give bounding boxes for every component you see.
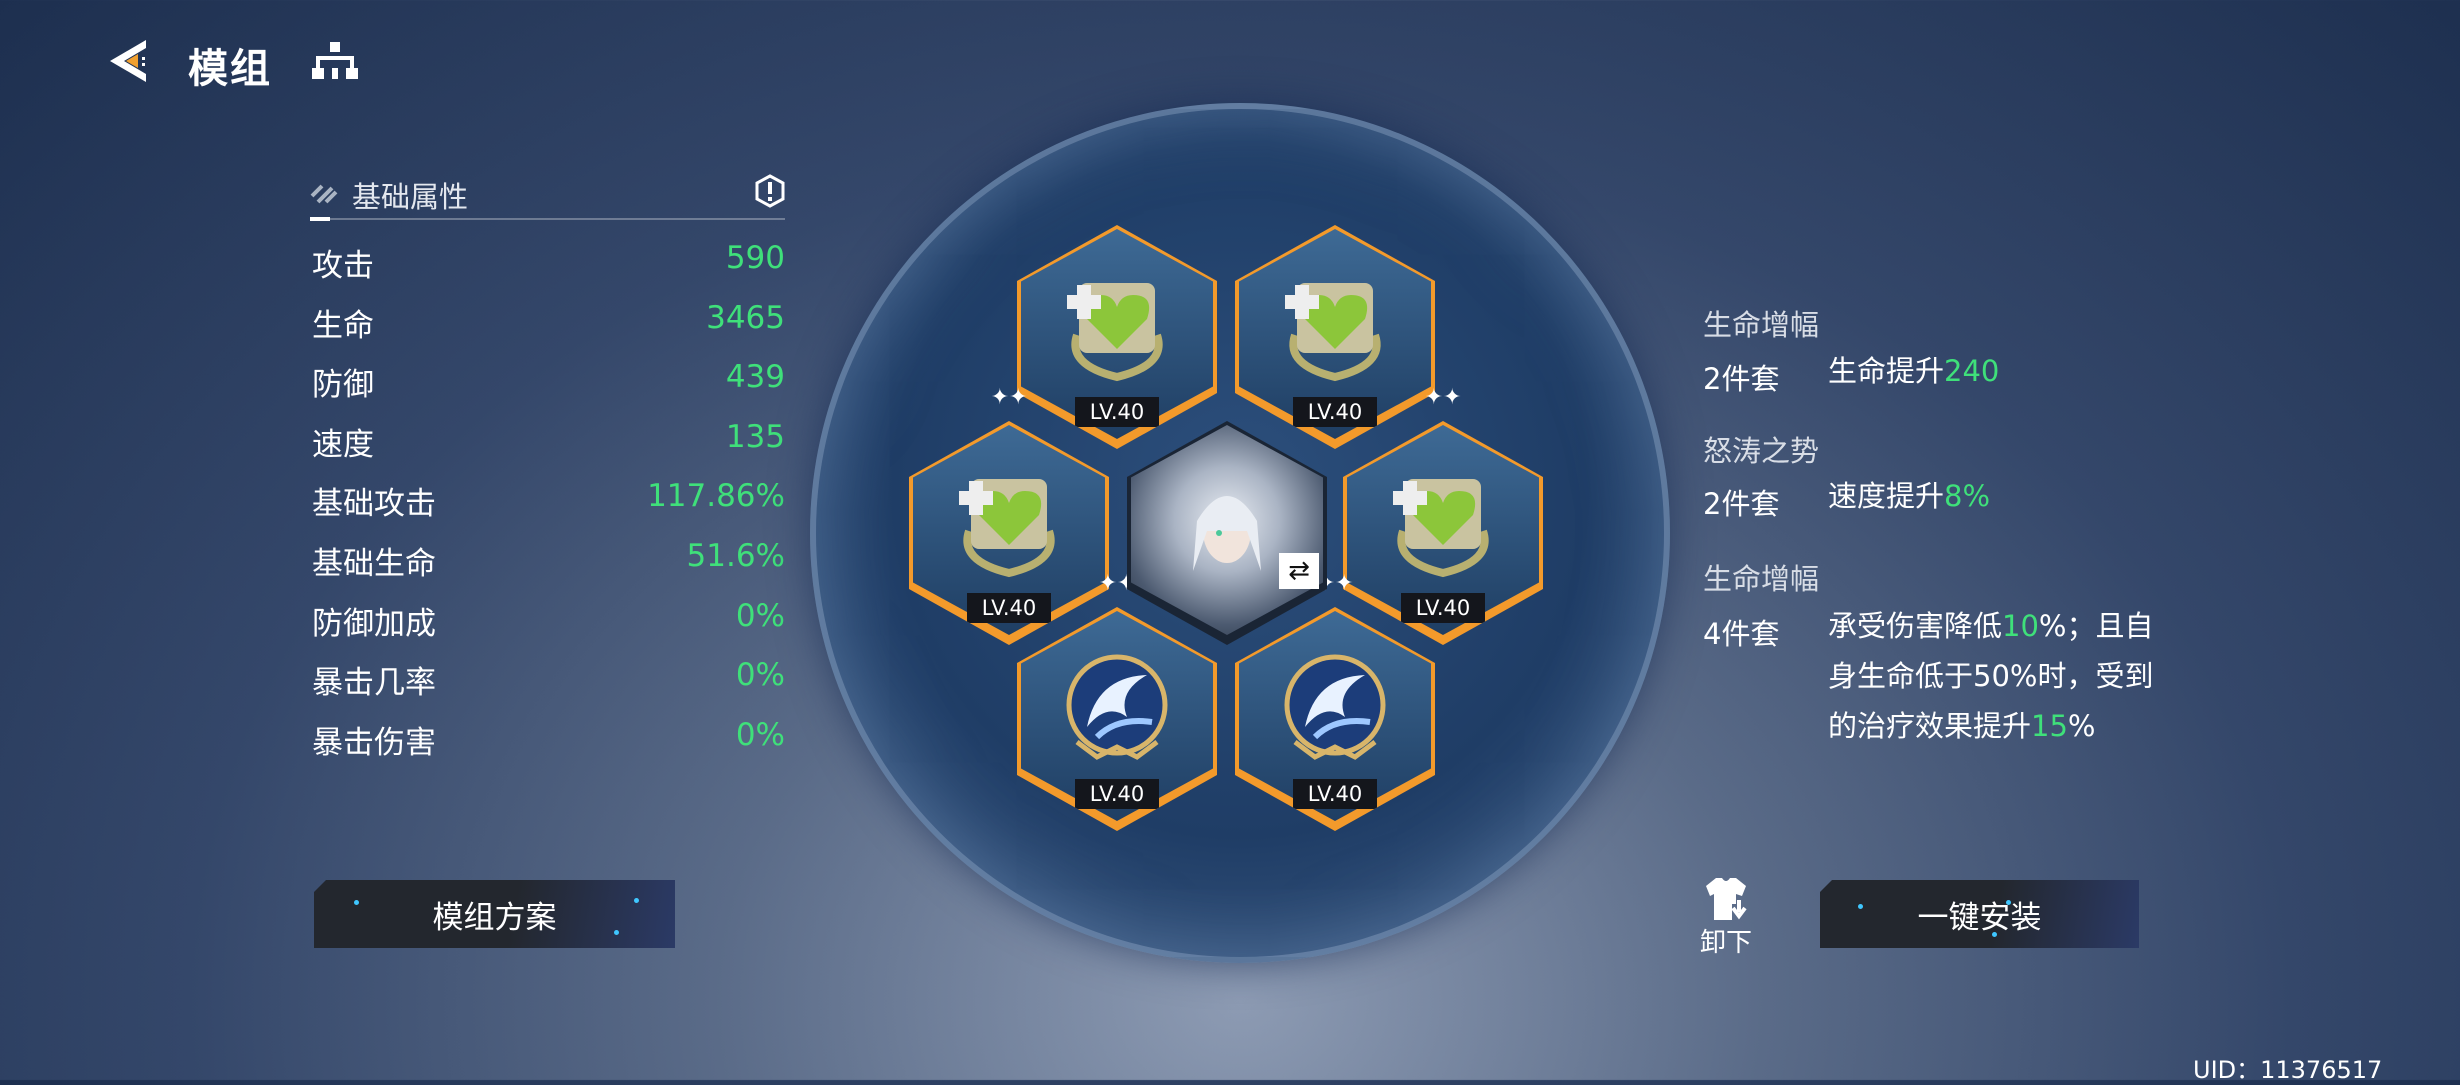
character-portrait[interactable]: ⇄ — [1127, 421, 1327, 645]
set-bonus-value: 10 — [2002, 609, 2039, 643]
set-bonus-text: %；且自身生命低于50%时，受到的治疗效果提升 — [1828, 609, 2154, 743]
star-sparkle-icon: ✦✦ — [1424, 385, 1462, 410]
stat-label: 暴击几率 — [312, 665, 436, 702]
module-level: LV.40 — [967, 593, 1051, 623]
page-title: 模组 — [188, 46, 272, 92]
module-slot[interactable]: LV.40 — [1017, 225, 1217, 449]
set-bonus-text: 承受伤害降低 — [1828, 609, 2003, 643]
tab-indicator — [310, 217, 330, 221]
blue-wave-module-icon — [1284, 654, 1386, 760]
blue-wave-module-icon — [1066, 654, 1168, 760]
stripes-icon — [310, 184, 338, 204]
stats-header: 基础属性 — [310, 170, 785, 221]
stat-label: 攻击 — [312, 248, 374, 284]
module-slot[interactable]: LV.40 — [1017, 607, 1217, 831]
stat-row: 暴击几率 0% — [312, 657, 785, 707]
stat-row: 速度 135 — [312, 419, 785, 469]
hierarchy-icon[interactable] — [312, 42, 358, 80]
stat-value: 439 — [725, 359, 785, 396]
set-description: 速度提升8% — [1828, 471, 2158, 521]
set-name: 怒涛之势 — [1703, 434, 1820, 468]
module-level: LV.40 — [1075, 779, 1159, 809]
stats-title: 基础属性 — [352, 180, 469, 214]
stat-label: 生命 — [312, 307, 374, 344]
green-heart-module-icon — [1393, 479, 1489, 578]
stat-label: 暴击伤害 — [312, 724, 436, 761]
stat-label: 基础攻击 — [312, 486, 436, 523]
stat-value: 0% — [735, 597, 785, 634]
stat-row: 生命 3465 — [312, 300, 785, 350]
unequip-shirt-icon[interactable] — [1702, 876, 1750, 922]
stat-value: 51.6% — [686, 538, 785, 574]
green-heart-module-icon — [1067, 283, 1163, 382]
module-slot[interactable]: LV.40 — [1235, 225, 1435, 449]
module-plan-button[interactable]: 模组方案 — [314, 880, 675, 948]
stat-label: 防御加成 — [312, 605, 436, 642]
stat-row: 暴击伤害 0% — [312, 717, 785, 767]
set-bonus-text: 生命提升 — [1828, 354, 1945, 388]
module-plan-label: 模组方案 — [432, 899, 557, 936]
one-click-install-button[interactable]: 一键安装 — [1820, 880, 2139, 948]
stat-value: 590 — [725, 240, 785, 276]
stat-value: 0% — [735, 657, 785, 694]
module-level: LV.40 — [1075, 397, 1159, 427]
set-bonus-value: 240 — [1944, 354, 2000, 388]
module-slot[interactable]: LV.40 — [1343, 421, 1543, 645]
stat-row: 防御加成 0% — [312, 598, 785, 648]
stat-label: 基础生命 — [312, 546, 436, 582]
set-bonus-value: 8% — [1944, 479, 1991, 513]
stat-row: 攻击 590 — [312, 240, 785, 290]
set-description: 承受伤害降低10%；且自身生命低于50%时，受到的治疗效果提升15% — [1828, 601, 2158, 751]
set-bonus-text: 速度提升 — [1828, 479, 1945, 513]
set-bonus-text: % — [2067, 709, 2096, 743]
info-hex-icon[interactable] — [755, 174, 785, 208]
set-name: 生命增幅 — [1703, 562, 1820, 596]
module-level: LV.40 — [1293, 779, 1377, 809]
module-level: LV.40 — [1401, 593, 1485, 623]
unequip-label[interactable]: 卸下 — [1700, 928, 1753, 958]
set-count: 2件套 — [1703, 362, 1780, 396]
star-sparkle-icon: ✦✦ — [990, 385, 1028, 410]
set-description: 生命提升240 — [1828, 346, 2158, 396]
one-click-install-label: 一键安装 — [1917, 899, 2042, 936]
stat-value: 3465 — [706, 299, 785, 336]
set-count: 4件套 — [1703, 617, 1780, 651]
stat-row: 基础生命 51.6% — [312, 538, 785, 588]
back-arrow-icon[interactable] — [106, 38, 152, 84]
green-heart-module-icon — [1285, 283, 1381, 382]
green-heart-module-icon — [959, 479, 1055, 578]
stat-value: 0% — [735, 716, 785, 753]
module-level: LV.40 — [1293, 397, 1377, 427]
stat-value: 117.86% — [647, 478, 785, 515]
stat-row: 基础攻击 117.86% — [312, 478, 785, 528]
uid-label: UID：11376517 — [2193, 1056, 2383, 1084]
stat-value: 135 — [725, 418, 785, 455]
swap-icon[interactable]: ⇄ — [1279, 553, 1319, 589]
stat-row: 防御 439 — [312, 359, 785, 409]
character-face-icon — [1193, 496, 1261, 571]
module-slot[interactable]: LV.40 — [1235, 607, 1435, 831]
stat-label: 防御 — [312, 367, 374, 404]
set-count: 2件套 — [1703, 487, 1780, 521]
set-name: 生命增幅 — [1703, 308, 1820, 342]
stat-label: 速度 — [312, 426, 374, 463]
set-bonus-value: 15 — [2031, 709, 2068, 743]
